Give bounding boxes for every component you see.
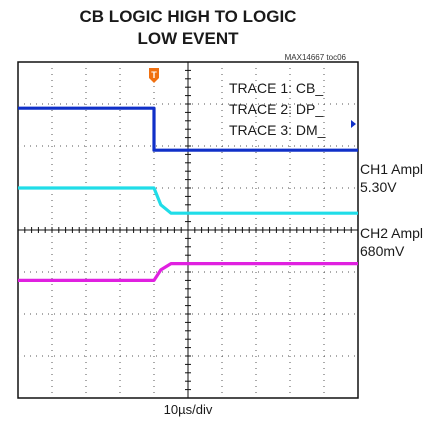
legend-entry-2: TRACE 2: DP_ — [229, 101, 323, 117]
legend-layer: TRACE 1: CB_ TRACE 2: DP_ TRACE 3: DM_ — [229, 80, 326, 138]
x-axis-label: 10µs/div — [163, 402, 213, 417]
legend-entry-3: TRACE 3: DM_ — [229, 122, 326, 138]
ch2-ampl-label: CH2 Ampl — [360, 225, 424, 241]
trace-layer — [18, 106, 358, 282]
ch1-ampl-label: CH1 Ampl — [360, 161, 424, 177]
ch1-ampl-value: 5.30V — [360, 179, 397, 195]
trace-2-line — [18, 186, 358, 215]
chart-title-line-1: CB LOGIC HIGH TO LOGIC — [79, 7, 297, 26]
trace-1-line — [18, 106, 358, 152]
legend-entry-1: TRACE 1: CB_ — [229, 80, 323, 96]
ch2-ampl-value: 680mV — [360, 243, 405, 259]
marker-layer: T — [149, 68, 356, 128]
trigger-marker-label: T — [151, 70, 157, 80]
chart-title-line-2: LOW EVENT — [137, 29, 239, 48]
trace-3-line — [18, 262, 358, 282]
part-id-label: MAX14667 toc06 — [284, 53, 346, 62]
grid-layer — [17, 61, 359, 399]
trigger-marker-icon — [149, 68, 159, 83]
trace-level-arrow-icon — [351, 120, 356, 128]
